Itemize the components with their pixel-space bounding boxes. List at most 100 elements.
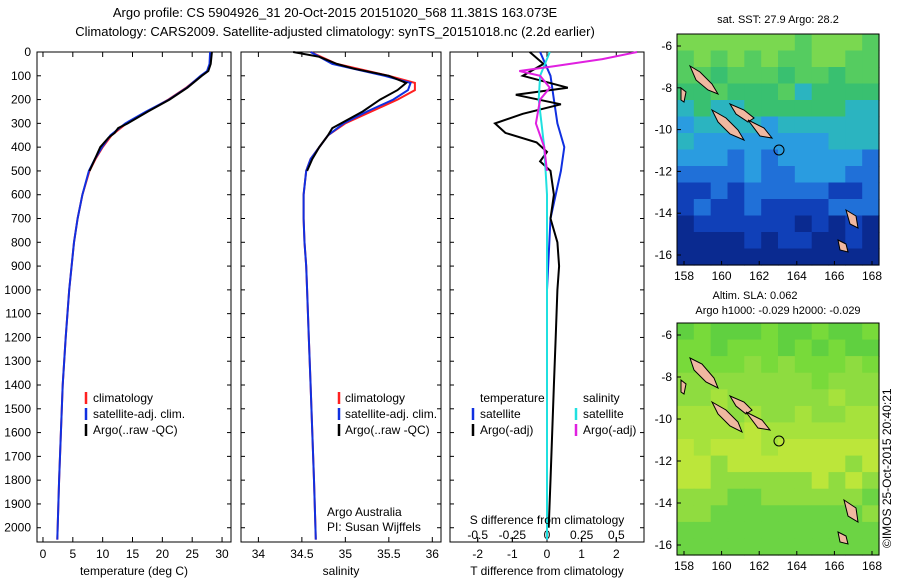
map-cell <box>710 83 729 101</box>
sst-coastlines <box>680 64 859 253</box>
map-cell <box>794 339 813 357</box>
map-cell <box>761 356 779 374</box>
series-line-salinity-argo-adj- <box>519 51 638 172</box>
map-cell <box>828 34 846 52</box>
x-tick-label: 15 <box>126 547 140 561</box>
map-cell <box>677 405 695 424</box>
map-cell <box>727 199 745 217</box>
map-cell <box>862 83 880 101</box>
map-cell <box>828 339 846 357</box>
map-cell <box>761 232 779 250</box>
map-y-tick-label: -14 <box>655 206 673 220</box>
map-cell <box>794 166 813 184</box>
map-cell <box>828 166 846 184</box>
map-y-tick-label: -14 <box>655 496 673 510</box>
map-cell <box>693 50 712 68</box>
map-cell <box>744 521 762 540</box>
map-cell <box>693 488 712 506</box>
map-y-tick-label: -10 <box>655 412 673 426</box>
map-cell <box>794 83 813 101</box>
map-cell <box>862 199 880 217</box>
map-cell <box>828 182 846 200</box>
map-cell <box>727 439 745 457</box>
map-cell <box>862 34 880 52</box>
map-cell <box>727 339 745 357</box>
map-cell <box>778 116 796 134</box>
map-cell <box>794 323 813 341</box>
map-cell <box>811 182 830 200</box>
depth-tick-label: 1400 <box>4 378 31 392</box>
map-x-tick-label: 166 <box>824 559 844 573</box>
map-cell <box>693 389 712 407</box>
map-cell <box>744 439 762 457</box>
depth-tick-label: 1100 <box>5 307 31 321</box>
map-cell <box>794 439 813 457</box>
map-cell <box>710 166 729 184</box>
figure-title-line1: Argo profile: CS 5904926_31 20-Oct-2015 … <box>112 5 558 20</box>
map-cell <box>710 505 729 523</box>
depth-tick-label: 800 <box>11 235 31 249</box>
map-x-tick-label: 166 <box>824 269 844 283</box>
map-cell <box>845 323 863 341</box>
temperature-axes-frame <box>36 51 232 543</box>
map-cell <box>693 439 712 457</box>
map-cell <box>744 248 762 266</box>
map-cell <box>845 149 863 167</box>
map-cell <box>828 439 846 457</box>
map-cell <box>677 439 695 457</box>
map-cell <box>811 405 830 424</box>
map-cell <box>862 488 880 506</box>
map-cell <box>727 50 745 68</box>
island-shape <box>837 239 849 253</box>
map-cell <box>693 215 712 233</box>
map-cell <box>710 50 729 68</box>
map-cell <box>811 538 830 556</box>
map-cell <box>677 116 695 134</box>
map-cell <box>845 34 863 52</box>
depth-tick-label: 2000 <box>4 521 31 535</box>
x-tick-label: 5 <box>69 547 76 561</box>
map-cell <box>727 34 745 52</box>
map-cell <box>744 182 762 200</box>
institution-note: Argo Australia <box>327 505 402 519</box>
map-x-tick-label: 162 <box>749 269 769 283</box>
map-cell <box>693 323 712 341</box>
map-cell <box>693 505 712 523</box>
map-cell <box>761 455 779 473</box>
map-cell <box>811 488 830 506</box>
island-shape <box>728 394 753 415</box>
map-cell <box>794 372 813 390</box>
map-cell <box>845 166 863 184</box>
map-cell <box>761 372 779 390</box>
map-cell <box>845 455 863 473</box>
map-x-tick-label: 158 <box>674 269 694 283</box>
map-cell <box>845 521 863 540</box>
map-cell <box>710 455 729 473</box>
map-cell <box>778 83 796 101</box>
map-cell <box>744 149 762 167</box>
difference-panel: -2 -1 0 1 2-0.5 -0.25 0 0.25 0.5 S difference fr… <box>449 51 645 578</box>
map-cell <box>811 472 830 490</box>
map-cell <box>811 100 830 118</box>
depth-tick-label: 600 <box>11 188 31 202</box>
map-cell <box>744 488 762 506</box>
map-cell <box>727 248 745 266</box>
map-cell <box>727 83 745 101</box>
island-shape <box>680 86 687 103</box>
series-line-temperature-satellite <box>539 51 566 540</box>
x-tick-label: 30 <box>215 547 229 561</box>
island-shape <box>837 531 849 545</box>
map-cell <box>862 505 880 523</box>
map-cell <box>862 149 880 167</box>
map-cell <box>845 133 863 151</box>
map-cell <box>811 439 830 457</box>
x-tick-label: 34 <box>252 547 266 561</box>
map-cell <box>778 182 796 200</box>
map-cell <box>677 248 695 266</box>
map-cell <box>828 472 846 490</box>
map-cell <box>761 166 779 184</box>
map-cell <box>862 100 880 118</box>
imos-credit: ©IMOS 25-Oct-2015 20:40:21 <box>880 388 894 548</box>
